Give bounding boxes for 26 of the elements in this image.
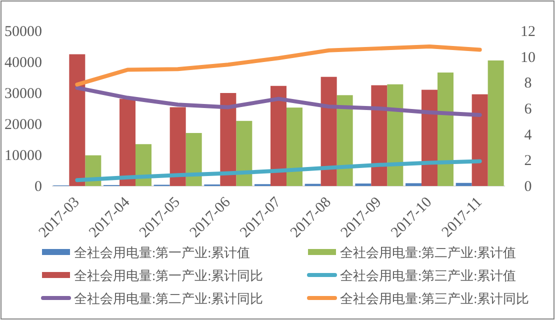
legend-label: 全社会用电量:第三产业:累计值: [340, 268, 516, 283]
y-tick-label: 50000: [4, 24, 42, 40]
y-tick-label: 0: [34, 179, 42, 195]
y2-tick-label: 10: [520, 50, 536, 66]
y-tick-label: 30000: [4, 86, 42, 102]
legend-label: 全社会用电量:第二产业:累计值: [340, 245, 516, 260]
y2-tick-label: 8: [524, 76, 532, 92]
y2-tick-label: 4: [524, 127, 532, 144]
legend-label: 全社会用电量:第二产业:累计同比: [74, 291, 264, 306]
legend-label: 全社会用电量:第一产业:累计同比: [74, 268, 264, 283]
y2-tick-label: 6: [524, 102, 532, 118]
y2-tick-label: 0: [524, 179, 532, 195]
y2-tick-label: 12: [520, 24, 536, 40]
line-series: [75, 159, 482, 182]
line-series: [75, 44, 482, 87]
legend-label: 全社会用电量:第三产业:累计同比: [340, 291, 530, 306]
line-series: [75, 86, 482, 117]
y-tick-label: 40000: [4, 55, 42, 71]
y-tick-label: 20000: [4, 117, 42, 133]
y-tick-label: 10000: [4, 148, 42, 164]
legend-label: 全社会用电量:第一产业:累计值: [74, 245, 250, 260]
bar: [120, 98, 136, 186]
y2-tick-label: 2: [524, 153, 532, 170]
bar: [406, 183, 422, 186]
bar: [456, 182, 472, 186]
bar: [69, 54, 86, 186]
